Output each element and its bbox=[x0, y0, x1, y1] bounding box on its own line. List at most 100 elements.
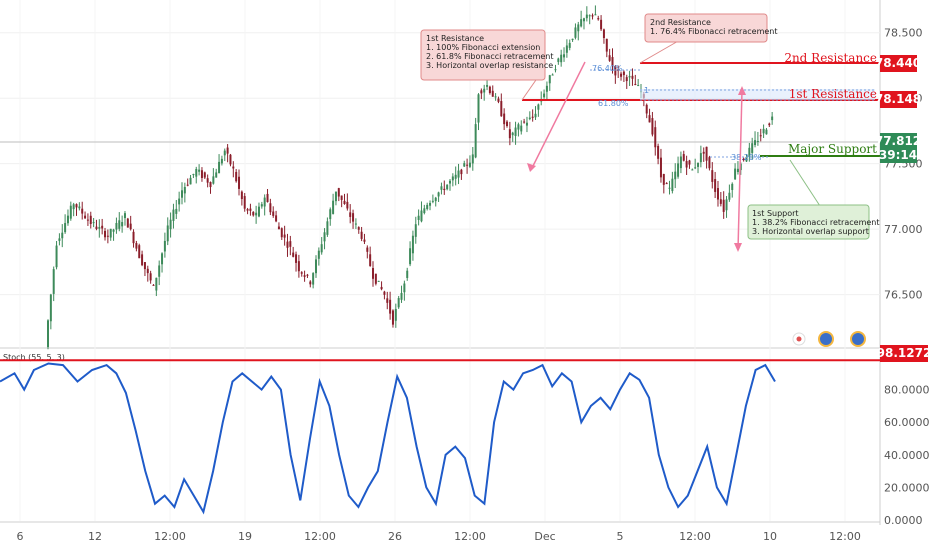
candle-body bbox=[312, 273, 315, 285]
candle-body bbox=[286, 241, 289, 248]
current-price-text: 77.812 bbox=[875, 134, 921, 148]
candle-body bbox=[620, 73, 623, 77]
flag-icon[interactable] bbox=[850, 331, 866, 347]
candle-body bbox=[754, 140, 757, 146]
candle-body bbox=[679, 156, 682, 169]
candle-body bbox=[431, 200, 434, 202]
time-tick-label: 6 bbox=[17, 530, 24, 543]
flag-icon[interactable] bbox=[818, 331, 834, 347]
candle-body bbox=[494, 96, 497, 98]
candle-body bbox=[84, 215, 87, 219]
candle-body bbox=[92, 222, 95, 224]
candle-body bbox=[517, 124, 520, 130]
candle-body bbox=[195, 168, 198, 177]
candle-body bbox=[215, 172, 218, 178]
candle-body bbox=[634, 83, 637, 86]
candle-body bbox=[55, 245, 58, 268]
candle-body bbox=[665, 183, 668, 185]
event-icon-dot bbox=[796, 336, 802, 342]
candle-body bbox=[600, 19, 603, 30]
candle-body bbox=[657, 145, 660, 159]
candle-body bbox=[374, 273, 377, 284]
candle-body bbox=[47, 320, 49, 348]
candle-body bbox=[397, 298, 400, 308]
candle-body bbox=[409, 248, 412, 265]
candle-body bbox=[380, 286, 383, 290]
candle-body bbox=[277, 226, 280, 230]
candle-body bbox=[260, 204, 263, 207]
note-pointer bbox=[639, 39, 681, 64]
candle-body bbox=[212, 176, 215, 184]
support-arrow bbox=[737, 89, 743, 251]
time-tick-label: 5 bbox=[617, 530, 624, 543]
candle-body bbox=[725, 199, 728, 211]
candle-body bbox=[594, 14, 597, 16]
time-tick-label: Dec bbox=[534, 530, 555, 543]
candle-body bbox=[668, 187, 671, 189]
candle-body bbox=[86, 219, 89, 221]
candle-body bbox=[677, 163, 680, 177]
candle-body bbox=[500, 101, 503, 117]
candle-body bbox=[152, 284, 155, 286]
candle-body bbox=[329, 209, 332, 220]
candle-body bbox=[183, 186, 186, 194]
candle-body bbox=[734, 168, 737, 180]
candle-body bbox=[155, 277, 158, 291]
note-line: 1. 76.4% Fibonacci retracement bbox=[650, 27, 778, 36]
candle-body bbox=[645, 104, 648, 114]
candle-body bbox=[580, 19, 583, 27]
candle-body bbox=[411, 235, 414, 254]
candle-body bbox=[688, 160, 691, 165]
candle-body bbox=[654, 127, 657, 148]
candle-body bbox=[548, 75, 551, 84]
resistance-1-note: 1st Resistance 1. 100% Fibonacci extensi… bbox=[420, 29, 554, 101]
oscillator-axis-ticks: 0.0000 20.0000 40.0000 60.0000 80.0000 bbox=[884, 384, 930, 527]
candle-body bbox=[466, 164, 469, 166]
candle-body bbox=[486, 84, 489, 87]
level-tag-2nd-resistance-text: 78.440 bbox=[875, 56, 921, 70]
candle-body bbox=[417, 215, 420, 220]
candle-body bbox=[334, 191, 337, 202]
candle-body bbox=[531, 116, 534, 118]
candle-body bbox=[637, 85, 640, 87]
candle-body bbox=[89, 215, 92, 224]
candle-body bbox=[602, 29, 605, 39]
candle-body bbox=[480, 90, 483, 94]
candle-body bbox=[121, 222, 124, 227]
candle-body bbox=[429, 202, 432, 206]
candle-body bbox=[497, 98, 500, 102]
candle-body bbox=[200, 170, 203, 178]
time-tick-label: 12 bbox=[88, 530, 102, 543]
candle-body bbox=[560, 54, 563, 63]
oscillator-title: Stoch (55, 5, 3) bbox=[3, 353, 65, 362]
candle-body bbox=[543, 93, 546, 98]
oscillator-level-text: 98.1272 bbox=[877, 346, 932, 360]
note-box bbox=[420, 29, 546, 81]
candle-body bbox=[585, 14, 588, 19]
candle-body bbox=[588, 15, 591, 17]
candle-body bbox=[326, 221, 329, 235]
candle-body bbox=[697, 162, 700, 167]
candle-body bbox=[235, 171, 238, 182]
candle-body bbox=[705, 146, 708, 161]
candle-body bbox=[537, 104, 540, 110]
candle-body bbox=[582, 18, 585, 22]
candle-body bbox=[699, 153, 702, 163]
candle-body bbox=[491, 90, 494, 97]
candle-body bbox=[386, 298, 389, 303]
candle-body bbox=[69, 205, 72, 219]
candle-body bbox=[346, 201, 349, 209]
candle-body bbox=[574, 27, 577, 38]
candle-body bbox=[751, 143, 754, 153]
candle-body bbox=[95, 226, 98, 230]
candle-body bbox=[64, 223, 67, 233]
event-icons[interactable] bbox=[792, 331, 866, 347]
note-line: 1st Resistance bbox=[426, 34, 484, 43]
level-label-major-support: Major Support bbox=[788, 142, 877, 156]
candle-body bbox=[736, 168, 739, 173]
candle-body bbox=[249, 208, 252, 211]
note-line: 1. 100% Fibonacci extension bbox=[426, 43, 540, 52]
candle-body bbox=[631, 75, 634, 79]
candle-body bbox=[520, 125, 523, 132]
candle-body bbox=[292, 252, 295, 257]
